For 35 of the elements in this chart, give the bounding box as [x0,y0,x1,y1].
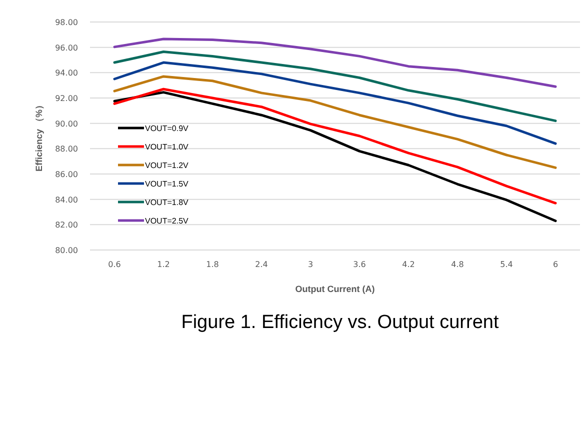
x-tick-label: 1.8 [206,260,219,269]
y-tick-label: 86.00 [55,170,78,179]
legend-label: VOUT=1.0V [145,142,190,152]
line-series [113,61,557,145]
y-tick-label: 82.00 [55,220,78,230]
x-tick-label: 5.4 [500,260,513,269]
y-tick-label: 90.00 [55,119,78,128]
x-tick-label: 4.8 [451,260,464,269]
legend-label: VOUT=2.5V [145,216,190,226]
line-series [113,75,557,169]
y-tick-label: 80.00 [55,246,78,255]
legend-label: VOUT=1.5V [145,180,190,188]
legend-label: VOUT=1.2V [145,161,190,170]
y-tick-label: 96.00 [55,43,78,52]
legend-label: VOUT=1.8V [145,198,190,207]
x-tick-label: 0.6 [108,260,121,269]
y-tick-label: 94.00 [55,68,78,78]
x-tick-label: 4.2 [402,260,415,269]
line-series [113,50,557,122]
line-series [113,38,557,88]
x-tick-label: 3.6 [353,260,366,269]
y-tick-label: 98.00 [55,18,78,27]
x-tick-label: 3 [308,260,314,269]
x-tick-label: 6 [552,260,558,269]
y-tick-label: 84.00 [55,195,78,204]
line-series [113,91,557,222]
x-axis-title: Output Current (A) [295,284,375,294]
x-tick-label: 2.4 [255,260,268,269]
legend-label: VOUT=0.9V [145,124,190,133]
caption: Figure 1. Efficiency vs. Output current [181,312,500,333]
y-tick-label: 88.00 [55,144,78,154]
x-tick-label: 1.2 [157,260,170,269]
y-axis-title: Efficiency （%） [34,100,44,172]
y-tick-label: 92.00 [55,94,78,103]
line-series [113,88,557,204]
